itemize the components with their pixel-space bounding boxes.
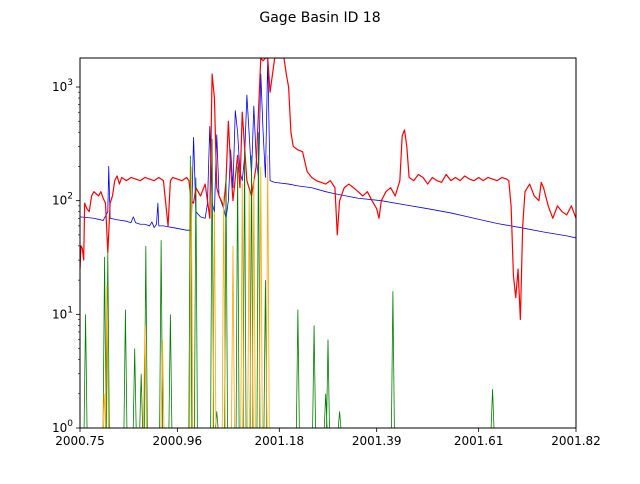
y-tick-label-1: 101 [52, 305, 73, 321]
series-3-spike-5 [212, 211, 217, 428]
series-2-spike-2 [105, 252, 110, 428]
y-axis: 100 101 102 103 [52, 78, 80, 435]
series-3-spike-4 [189, 166, 194, 428]
series-2-spike-8 [168, 314, 173, 428]
series-layer [80, 58, 576, 428]
series-2-spike-6 [143, 245, 148, 428]
series-3-spike-9 [247, 191, 252, 428]
series-3-spike-0 [102, 393, 106, 428]
series-3-spike-10 [251, 177, 256, 428]
series-2-spike-25 [490, 389, 495, 428]
x-tick-label-5: 2001.82 [551, 434, 601, 448]
series-2-spike-9 [188, 155, 193, 428]
series-3-spike-12 [265, 155, 270, 428]
series-2-spike-3 [123, 309, 128, 428]
series-3-spike-6 [221, 195, 226, 428]
series-3-spike-2 [143, 325, 147, 428]
series-3-spike-3 [160, 339, 165, 428]
series-2-spike-1 [102, 256, 107, 428]
x-tick-label-2: 2001.18 [255, 434, 305, 448]
series-2-spike-23 [337, 411, 342, 428]
y-tick-label-2: 102 [52, 192, 73, 208]
series-2-spike-24 [391, 291, 395, 428]
x-tick-label-1: 2000.96 [153, 434, 203, 448]
series-2-spike-20 [312, 325, 316, 428]
x-tick-label-3: 2001.39 [352, 434, 402, 448]
series-3-spike-8 [240, 184, 245, 428]
series-1-line [80, 58, 576, 321]
series-2-spike-19 [295, 309, 300, 428]
series-2-spike-10 [194, 177, 198, 428]
x-tick-label-4: 2001.61 [454, 434, 504, 448]
series-2-spikes [83, 132, 495, 428]
series-2-spike-11 [210, 138, 214, 428]
x-axis: 2000.75 2000.96 2001.18 2001.39 2001.61 2001.… [55, 428, 601, 448]
series-2-spike-14 [235, 166, 240, 428]
x-tick-label-0: 2000.75 [55, 434, 105, 448]
series-2-spike-22 [326, 339, 330, 428]
series-0-line [80, 58, 576, 239]
series-2-spike-4 [132, 348, 137, 428]
chart-title: Gage Basin ID 18 [259, 10, 380, 26]
series-3-spikes [102, 155, 270, 428]
plot-frame [79, 57, 577, 429]
series-3-spike-7 [231, 245, 235, 428]
series-2-spike-0 [83, 314, 88, 428]
series-2-spike-5 [139, 373, 144, 428]
y-tick-label-3: 103 [52, 78, 73, 94]
series-3-spike-1 [105, 285, 109, 428]
series-3-spike-11 [258, 166, 263, 428]
y-tick-label-0: 100 [52, 419, 73, 435]
